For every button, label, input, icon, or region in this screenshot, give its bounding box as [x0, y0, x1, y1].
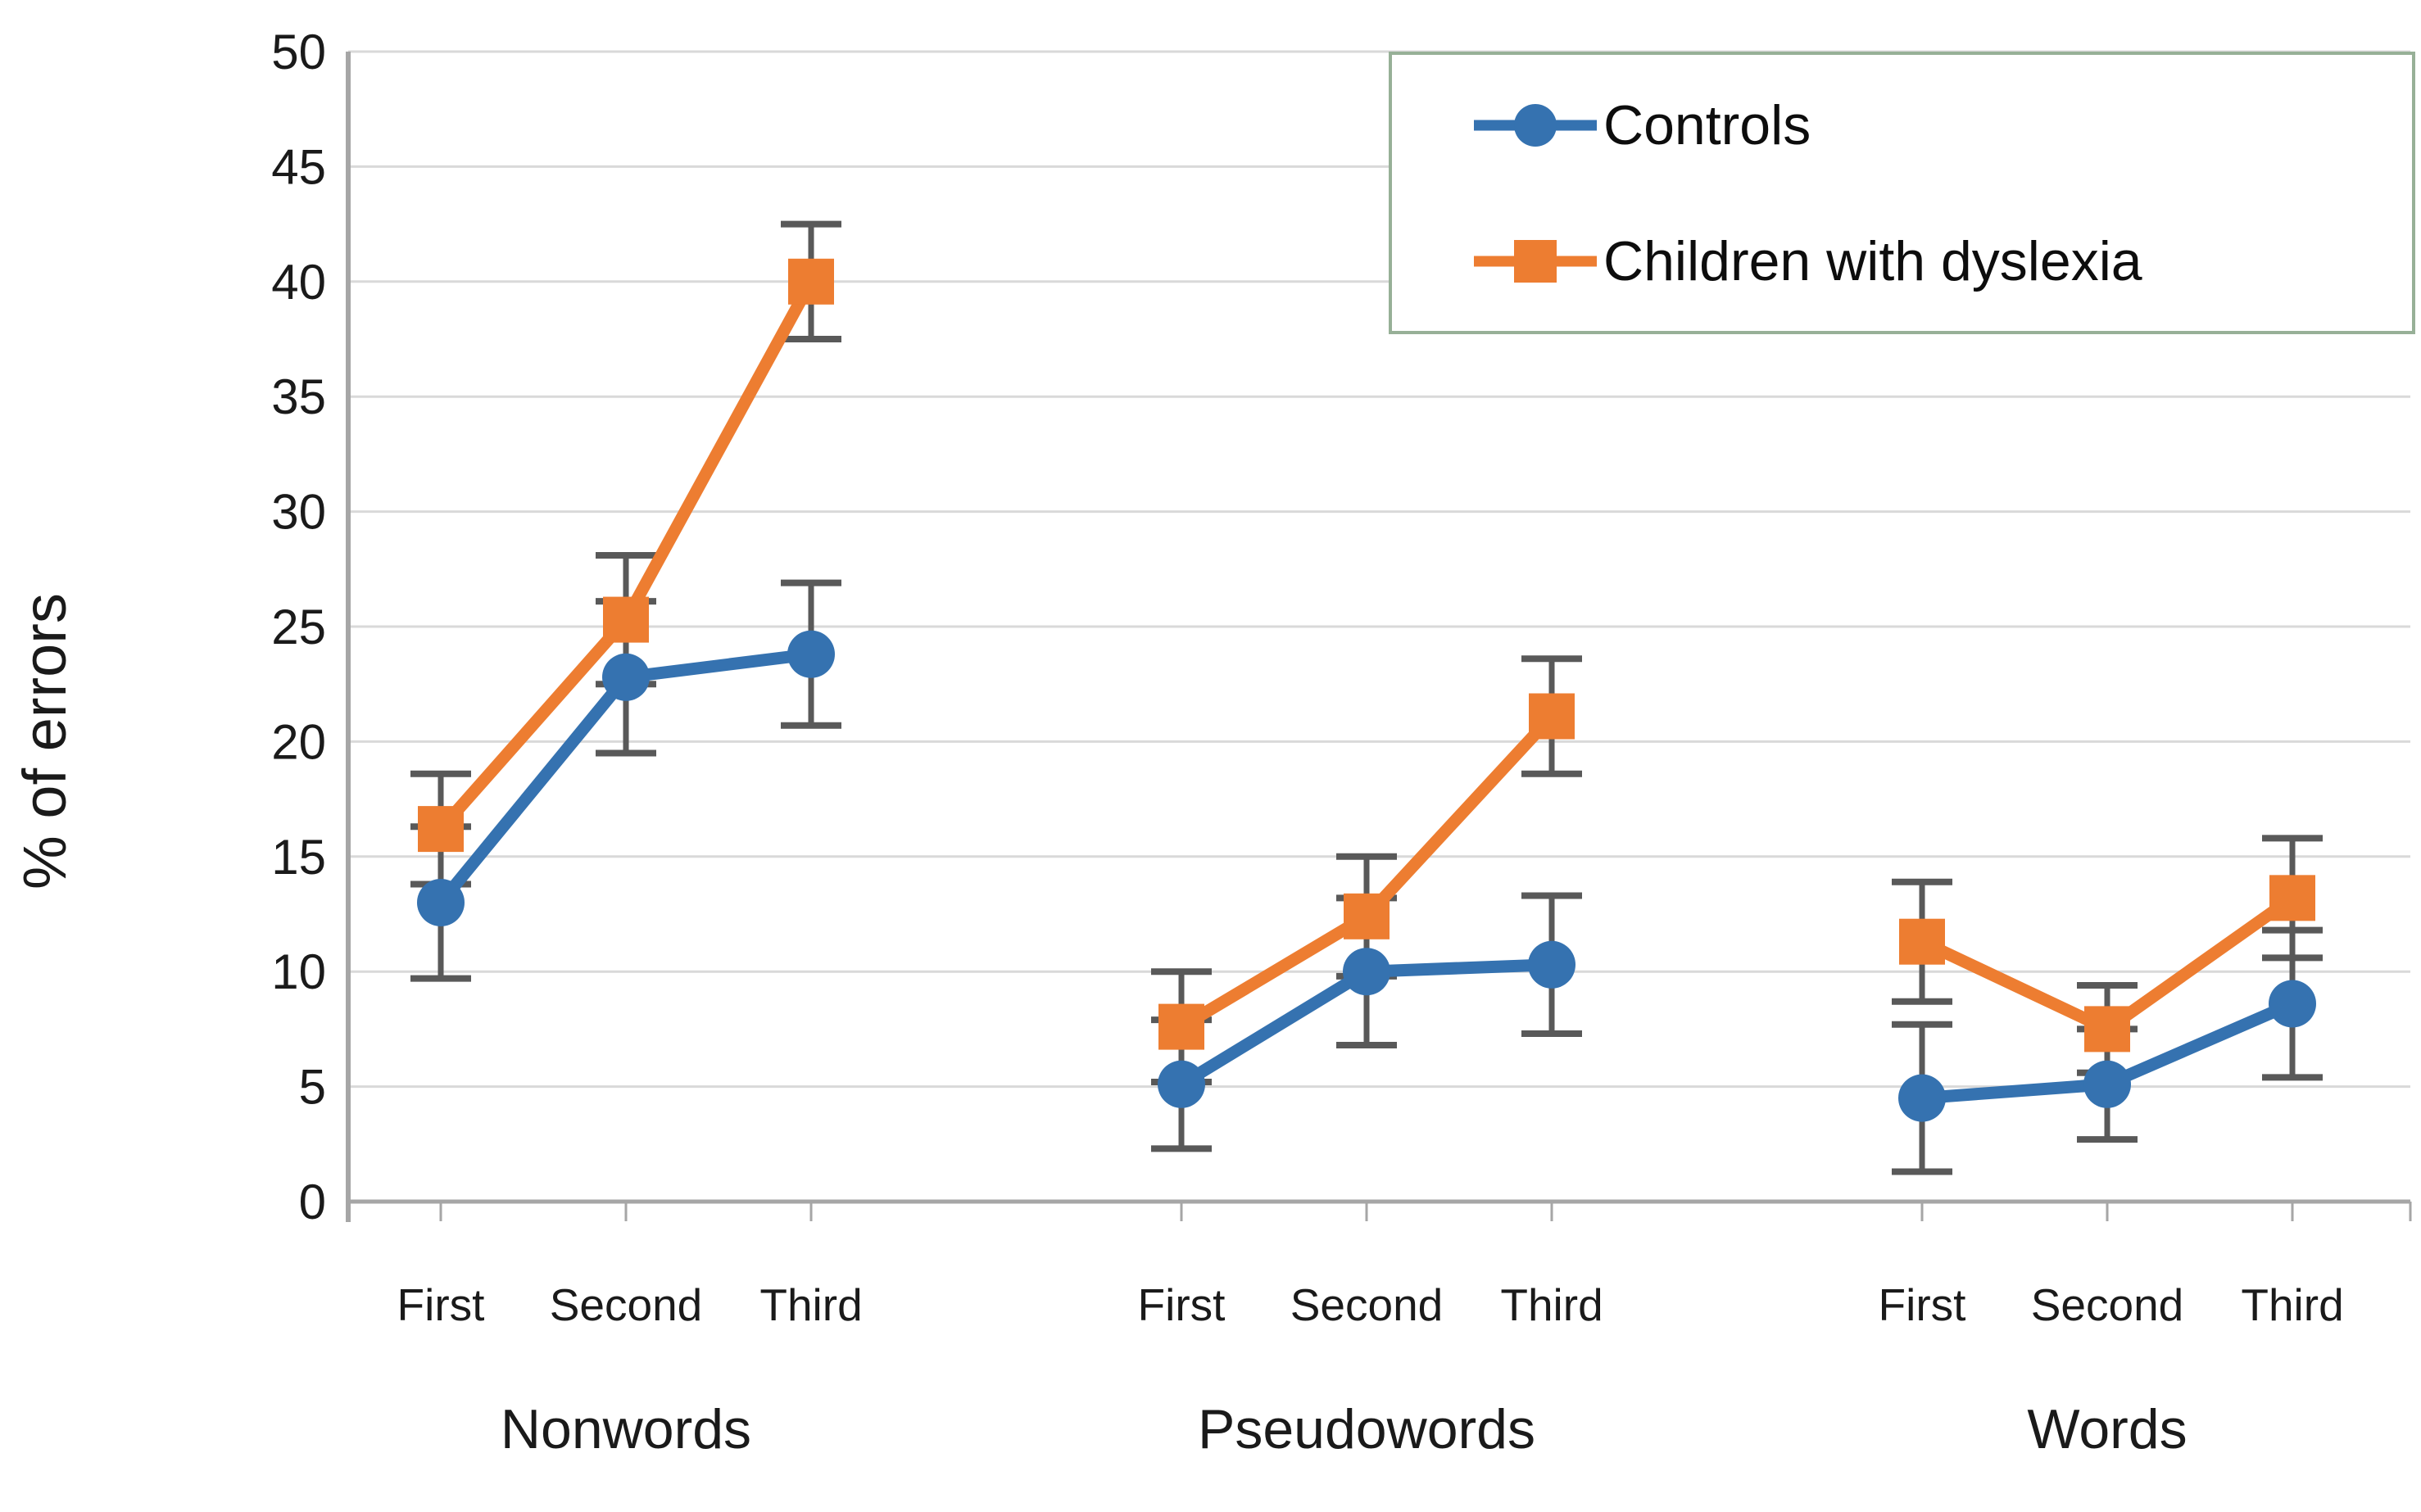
x-group-label: Words — [2027, 1398, 2187, 1460]
data-point-circle-icon — [1528, 940, 1575, 989]
y-tick-label: 40 — [271, 255, 326, 310]
y-tick-label: 50 — [271, 25, 326, 79]
legend: Controls Children with dyslexia — [1389, 52, 2415, 334]
data-point-square-icon — [1158, 1003, 1204, 1050]
y-tick-label: 45 — [271, 139, 326, 194]
x-category-label: Third — [1500, 1279, 1603, 1330]
x-group-label: Nonwords — [501, 1398, 751, 1460]
data-point-circle-icon — [417, 878, 465, 926]
data-point-square-icon — [1529, 693, 1575, 740]
y-axis-title: % of errors — [11, 593, 79, 890]
y-tick-label: 20 — [271, 714, 326, 769]
x-category-label: First — [1879, 1279, 1966, 1330]
dyslexia-line-square-icon — [1474, 240, 1597, 283]
data-point-circle-icon — [2269, 980, 2316, 1028]
data-point-circle-icon — [1898, 1074, 1946, 1122]
x-category-label: Second — [550, 1279, 703, 1330]
data-point-square-icon — [1344, 893, 1390, 939]
data-point-square-icon — [788, 258, 834, 305]
data-point-square-icon — [418, 806, 464, 853]
legend-item-controls: Controls — [1474, 97, 1811, 153]
data-point-square-icon — [603, 596, 649, 643]
x-category-label: First — [397, 1279, 485, 1330]
x-category-label: Third — [759, 1279, 862, 1330]
y-tick-label: 15 — [271, 830, 326, 885]
data-point-circle-icon — [2083, 1060, 2131, 1108]
data-point-circle-icon — [1158, 1060, 1205, 1108]
y-tick-label: 10 — [271, 944, 326, 999]
legend-label-controls: Controls — [1603, 94, 1811, 156]
x-group-label: Pseudowords — [1198, 1398, 1535, 1460]
data-point-circle-icon — [1343, 948, 1390, 996]
y-tick-label: 0 — [299, 1175, 326, 1229]
legend-item-children-with-dyslexia: Children with dyslexia — [1474, 233, 2142, 289]
x-category-label: Second — [1290, 1279, 1444, 1330]
data-point-square-icon — [1899, 918, 1945, 965]
x-category-label: Second — [2031, 1279, 2184, 1330]
legend-label-children-with-dyslexia: Children with dyslexia — [1603, 230, 2142, 292]
data-point-square-icon — [2084, 1006, 2130, 1053]
x-category-label: First — [1138, 1279, 1226, 1330]
x-category-label: Third — [2241, 1279, 2343, 1330]
y-tick-label: 25 — [271, 600, 326, 654]
y-tick-label: 30 — [271, 485, 326, 540]
controls-line-circle-icon — [1474, 104, 1597, 147]
y-tick-label: 5 — [299, 1060, 326, 1115]
data-point-square-icon — [2269, 875, 2315, 921]
data-point-circle-icon — [602, 653, 650, 701]
y-tick-label: 35 — [271, 369, 326, 424]
data-point-circle-icon — [787, 630, 835, 678]
